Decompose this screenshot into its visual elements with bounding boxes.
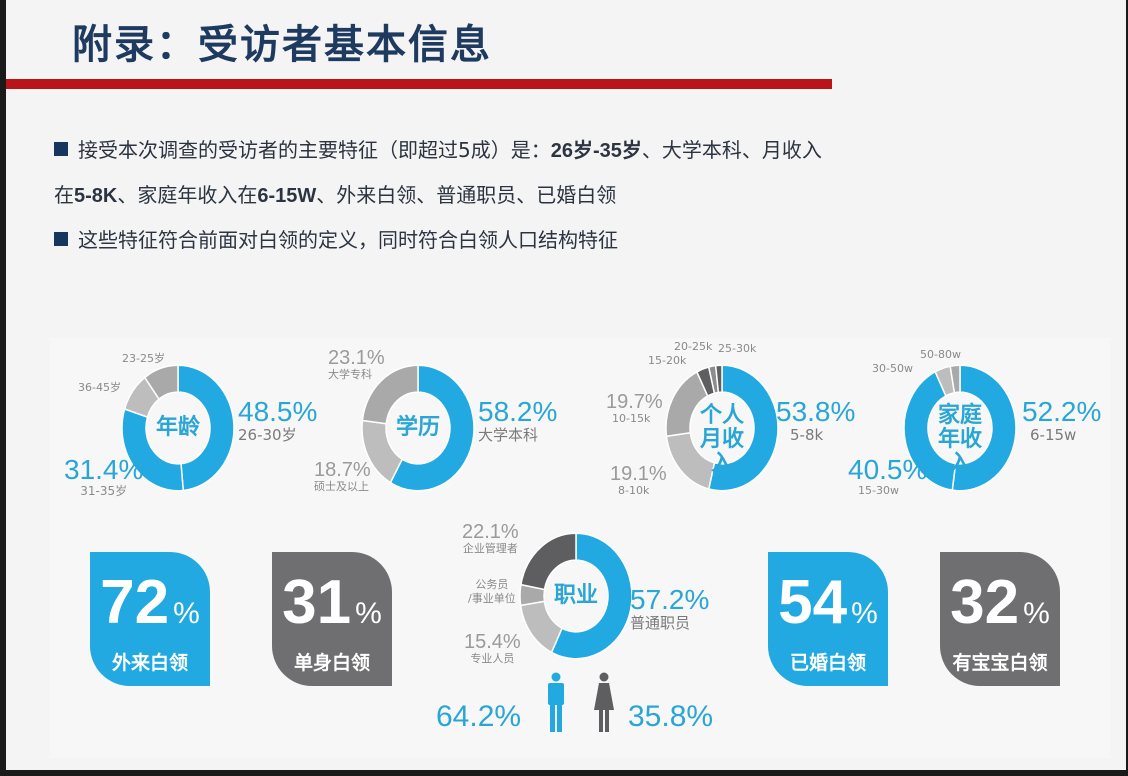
occupation-label-main: 57.2% 普通职员 <box>630 584 710 633</box>
family-income-label-30-50w: 30-50w <box>872 362 913 375</box>
age-donut-svg <box>121 364 235 492</box>
stat-card-single: 31% 单身白领 <box>272 552 392 686</box>
male-percentage: 64.2% <box>436 700 522 733</box>
occupation-donut-chart: 职业 <box>516 526 636 666</box>
education-label-bottom: 18.7% 硕士及以上 <box>314 459 371 493</box>
stat-card-with-baby: 32% 有宝宝白领 <box>940 552 1060 686</box>
education-label-top: 23.1% 大学专科 <box>328 347 385 381</box>
slide: 附录：受访者基本信息 接受本次调查的受访者的主要特征（即超过5成）是：26岁-3… <box>6 0 1126 770</box>
education-donut-chart: 学历 <box>358 358 478 498</box>
income-label-mid: 19.7% 10-15k <box>606 391 663 425</box>
bullet-square-icon <box>54 142 68 156</box>
occupation-center-label: 职业 <box>553 583 598 608</box>
income-center-label: 个人 月收入 <box>699 403 744 476</box>
education-label-main: 58.2% 大学本科 <box>478 396 558 445</box>
age-label-main: 48.5% 26-30岁 <box>238 396 318 445</box>
stat-card-married: 54% 已婚白领 <box>768 552 888 686</box>
bullet-1-line-1: 接受本次调查的受访者的主要特征（即超过5成）是：26岁-35岁、大学本科、月收入 <box>54 128 1094 173</box>
page-title: 附录：受访者基本信息 <box>72 22 492 68</box>
female-percentage: 35.8% <box>628 700 714 733</box>
family-income-donut-chart: 家庭 年收入 <box>900 358 1020 498</box>
income-label-25-30k: 25-30k <box>718 342 757 355</box>
age-center-label: 年龄 <box>155 415 200 440</box>
age-donut-chart: 年龄 <box>118 358 238 498</box>
income-label-20-25k: 20-25k <box>674 340 713 353</box>
family-income-label-second: 40.5% 15-30w <box>848 454 928 498</box>
male-icon <box>548 672 564 732</box>
income-label-main: 53.8% 5-8k <box>776 396 856 445</box>
summary-bullets: 接受本次调查的受访者的主要特征（即超过5成）是：26岁-35岁、大学本科、月收入… <box>54 128 1094 262</box>
family-income-center-label: 家庭 年收入 <box>937 403 982 476</box>
family-income-label-main: 52.2% 6-15w <box>1022 396 1102 445</box>
occupation-label-mid: 公务员 /事业单位 <box>468 578 516 605</box>
family-income-label-50-80w: 50-80w <box>920 348 961 361</box>
female-icon <box>594 672 614 732</box>
age-label-23-25: 23-25岁 <box>122 352 165 365</box>
bullet-square-icon <box>54 232 68 246</box>
title-underline <box>6 79 832 89</box>
education-center-label: 学历 <box>395 415 440 440</box>
bullet-2: 这些特征符合前面对白领的定义，同时符合白领人口结构特征 <box>54 218 1094 262</box>
occupation-label-bottom: 15.4% 专业人员 <box>464 631 521 665</box>
income-label-15-20k: 15-20k <box>648 354 687 367</box>
bullet-1-line-2: 在5-8K、家庭年收入在6-15W、外来白领、普通职员、已婚白领 <box>54 183 617 207</box>
age-label-second: 31.4% 31-35岁 <box>64 454 144 499</box>
income-donut-chart: 个人 月收入 <box>662 358 782 498</box>
occupation-label-top: 22.1% 企业管理者 <box>462 521 519 555</box>
stat-card-migrant: 72% 外来白领 <box>90 552 210 686</box>
age-label-36-45: 36-45岁 <box>78 381 121 394</box>
income-label-bottom: 19.1% 8-10k <box>610 463 667 497</box>
